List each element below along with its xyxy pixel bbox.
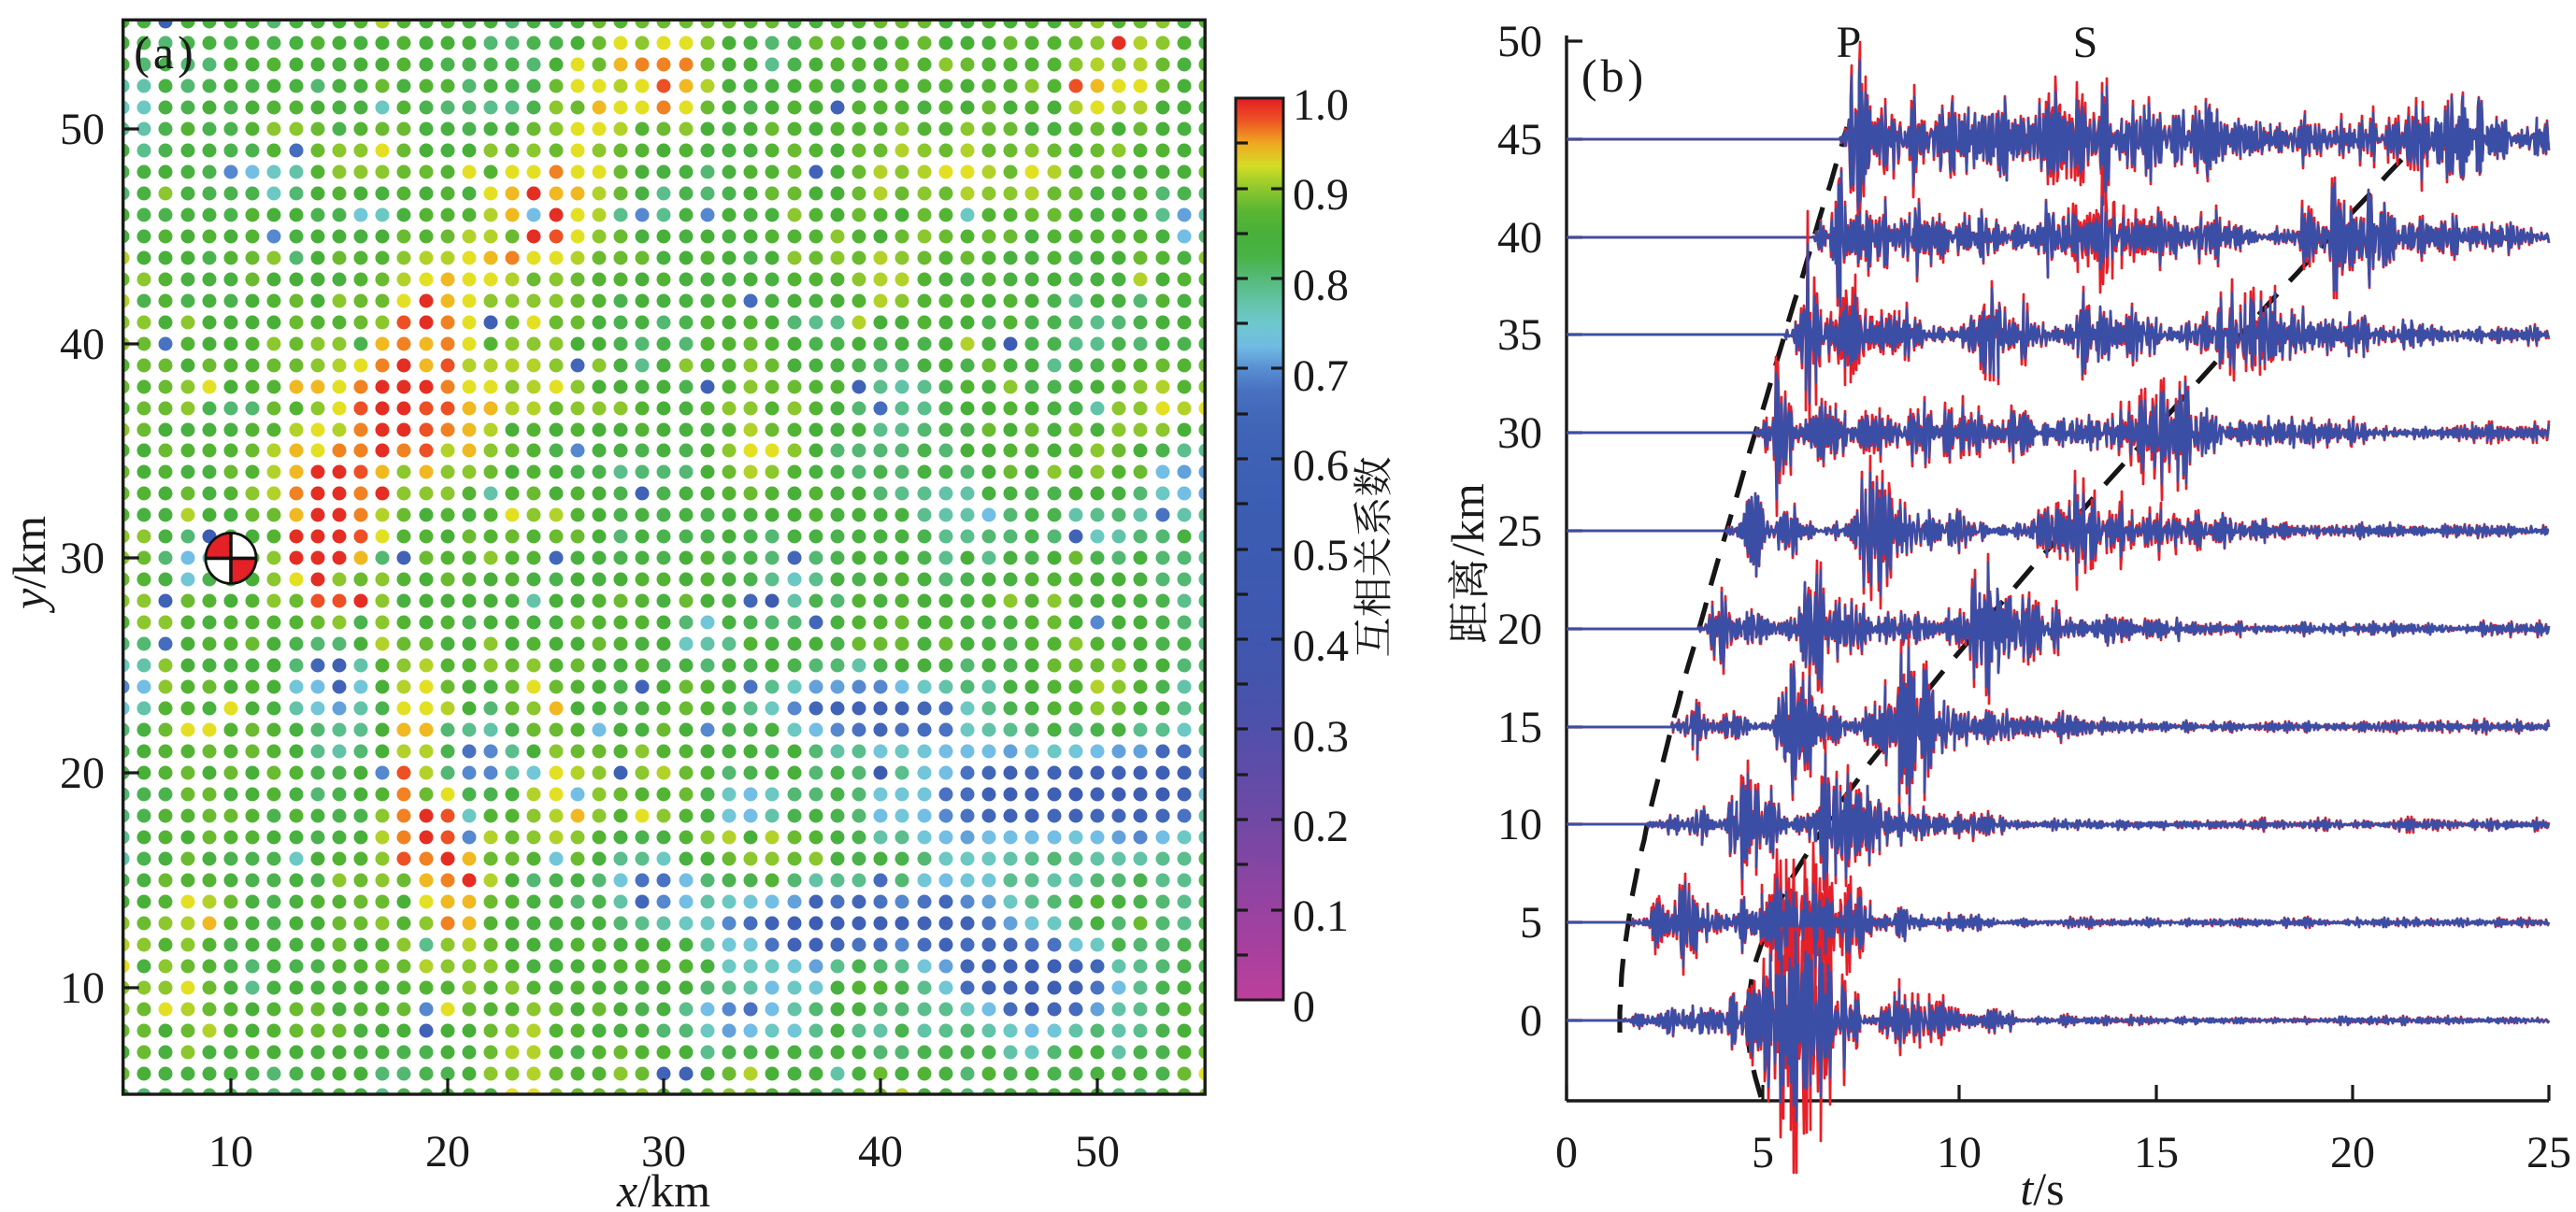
svg-text:30: 30 [641, 1127, 686, 1176]
svg-text:/km: /km [1441, 483, 1494, 556]
svg-text:50: 50 [60, 105, 105, 154]
svg-text:30: 30 [60, 534, 105, 583]
svg-text:10: 10 [208, 1127, 253, 1176]
svg-text:20: 20 [60, 749, 105, 798]
svg-text:0: 0 [1293, 982, 1315, 1032]
svg-text:40: 40 [1497, 213, 1542, 263]
svg-text:0: 0 [1520, 996, 1542, 1046]
svg-text:P: P [1837, 18, 1862, 67]
svg-text:5: 5 [1520, 898, 1542, 948]
svg-text:5: 5 [1752, 1128, 1774, 1177]
svg-text:S: S [2073, 18, 2098, 67]
svg-text:10: 10 [1497, 800, 1542, 849]
svg-text:15: 15 [1497, 703, 1542, 752]
svg-text:0.7: 0.7 [1293, 351, 1349, 401]
svg-text:x/km: x/km [616, 1164, 710, 1212]
svg-text:40: 40 [60, 320, 105, 369]
svg-text:25: 25 [2526, 1128, 2571, 1177]
svg-text:0.2: 0.2 [1293, 802, 1349, 851]
svg-text:25: 25 [1497, 506, 1542, 556]
svg-text:0.8: 0.8 [1293, 261, 1349, 310]
svg-text:0: 0 [1555, 1128, 1578, 1177]
svg-text:45: 45 [1497, 115, 1542, 164]
svg-text:1.0: 1.0 [1293, 80, 1349, 130]
svg-text:0.3: 0.3 [1293, 712, 1349, 762]
svg-text:15: 15 [2134, 1128, 2179, 1177]
svg-text:50: 50 [1497, 17, 1542, 66]
svg-text:10: 10 [60, 963, 105, 1013]
svg-text:20: 20 [2330, 1128, 2375, 1177]
svg-text:20: 20 [425, 1127, 470, 1176]
svg-text:10: 10 [1937, 1128, 1982, 1177]
svg-text:(a): (a) [134, 26, 197, 78]
svg-text:t/s: t/s [2020, 1162, 2064, 1212]
svg-text:50: 50 [1075, 1127, 1120, 1176]
svg-text:0.5: 0.5 [1293, 531, 1349, 580]
svg-text:y/km: y/km [3, 516, 55, 614]
svg-text:0.6: 0.6 [1293, 441, 1349, 491]
svg-text:0.9: 0.9 [1293, 170, 1349, 220]
svg-text:40: 40 [858, 1127, 903, 1176]
svg-text:(b): (b) [1581, 50, 1647, 102]
svg-text:0.1: 0.1 [1293, 891, 1349, 941]
svg-text:20: 20 [1497, 605, 1542, 654]
svg-text:0.4: 0.4 [1293, 621, 1349, 671]
svg-text:30: 30 [1497, 408, 1542, 458]
svg-text:35: 35 [1497, 310, 1542, 360]
